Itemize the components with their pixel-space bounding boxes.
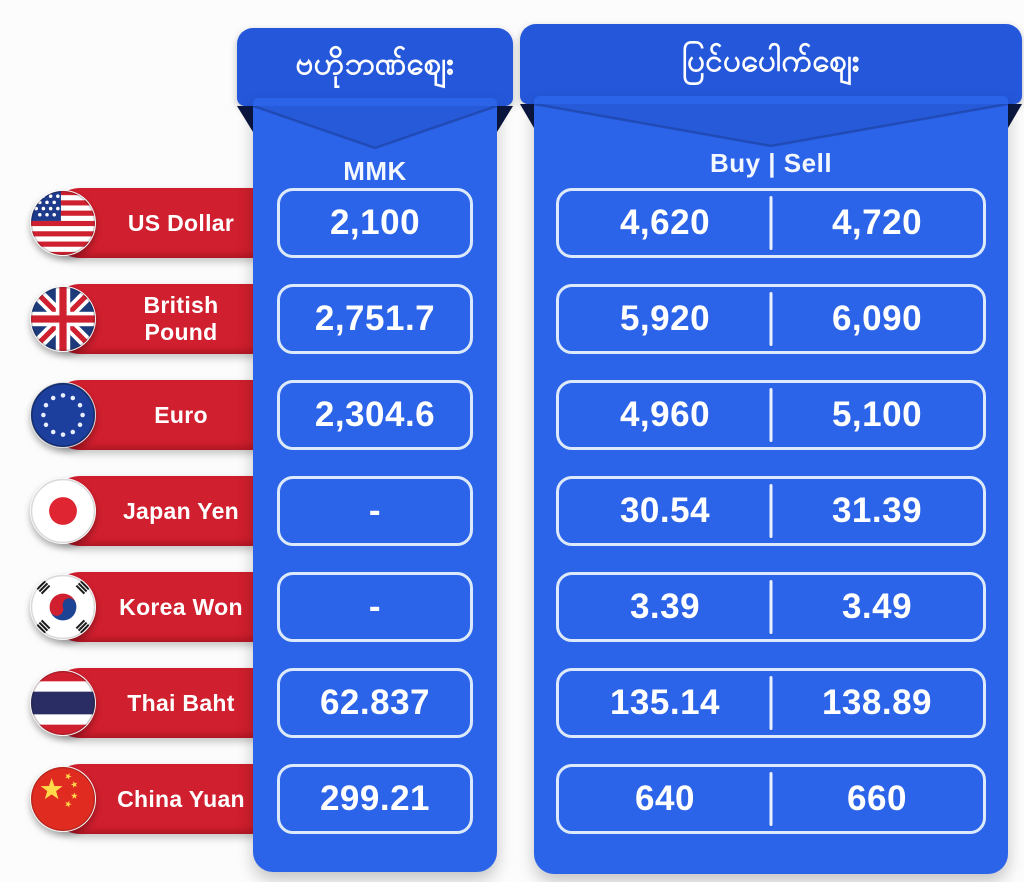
- buy-sell-value-us-dollar: 4,620 4,720: [556, 188, 986, 258]
- divider: [769, 484, 773, 538]
- buy-sell-value-china-yuan: 640 660: [556, 764, 986, 834]
- left-fold-decoration: [520, 104, 534, 128]
- buy-sell-value-euro: 4,960 5,100: [556, 380, 986, 450]
- mmk-value-british-pound: 2,751.7: [277, 284, 473, 354]
- market-rate-panel: ပြင်ပပေါက်စျေး Buy | Sell 4,620 4,720 5,9…: [520, 24, 1022, 874]
- envelope-flap-decoration: [534, 104, 1008, 148]
- mmk-value-china-yuan: 299.21: [277, 764, 473, 834]
- market-rate-panel-title: ပြင်ပပေါက်စျေး: [681, 43, 860, 78]
- currency-label: British Pound: [143, 292, 219, 345]
- currency-label: Thai Baht: [127, 689, 235, 716]
- right-fold-decoration: [1008, 104, 1022, 128]
- currency-label: US Dollar: [127, 209, 235, 236]
- market-rate-panel-body: Buy | Sell 4,620 4,720 5,920 6,090 4,960 5,…: [534, 96, 1008, 874]
- divider: [769, 772, 773, 826]
- divider: [769, 388, 773, 442]
- currency-label: China Yuan: [117, 785, 245, 812]
- mmk-column-header: MMK: [343, 156, 407, 186]
- central-bank-panel-body: MMK 2,100 2,751.7 2,304.6 - - 62.837 299…: [253, 98, 497, 872]
- japan-flag-icon: [30, 478, 96, 544]
- envelope-flap-decoration: [253, 106, 497, 150]
- currency-label: Euro: [154, 401, 208, 428]
- china-flag-icon: [30, 766, 96, 832]
- korea-flag-icon: [30, 574, 96, 640]
- currency-label: Korea Won: [119, 593, 243, 620]
- left-fold-decoration: [237, 106, 253, 132]
- buy-sell-value-thai-baht: 135.14 138.89: [556, 668, 986, 738]
- mmk-value-us-dollar: 2,100: [277, 188, 473, 258]
- central-bank-panel: ဗဟိုဘဏ်စျေး MMK 2,100 2,751.7 2,304.6 - …: [237, 28, 513, 872]
- buy-sell-column-header: Buy | Sell: [709, 148, 833, 178]
- divider: [769, 292, 773, 346]
- currency-label: Japan Yen: [122, 497, 240, 524]
- central-bank-panel-title: ဗဟိုဘဏ်စျေး: [295, 46, 455, 81]
- market-rate-panel-header: ပြင်ပပေါက်စျေး: [520, 24, 1022, 104]
- divider: [769, 580, 773, 634]
- buy-sell-value-japan-yen: 30.54 31.39: [556, 476, 986, 546]
- central-bank-panel-header: ဗဟိုဘဏ်စျေး: [237, 28, 513, 106]
- divider: [769, 196, 773, 250]
- divider: [769, 676, 773, 730]
- uk-flag-icon: [30, 286, 96, 352]
- mmk-value-japan-yen: -: [277, 476, 473, 546]
- right-fold-decoration: [497, 106, 513, 132]
- buy-sell-value-british-pound: 5,920 6,090: [556, 284, 986, 354]
- mmk-value-euro: 2,304.6: [277, 380, 473, 450]
- mmk-value-thai-baht: 62.837: [277, 668, 473, 738]
- eu-flag-icon: [30, 382, 96, 448]
- thailand-flag-icon: [30, 670, 96, 736]
- mmk-value-korea-won: -: [277, 572, 473, 642]
- buy-sell-value-korea-won: 3.39 3.49: [556, 572, 986, 642]
- us-flag-icon: [30, 190, 96, 256]
